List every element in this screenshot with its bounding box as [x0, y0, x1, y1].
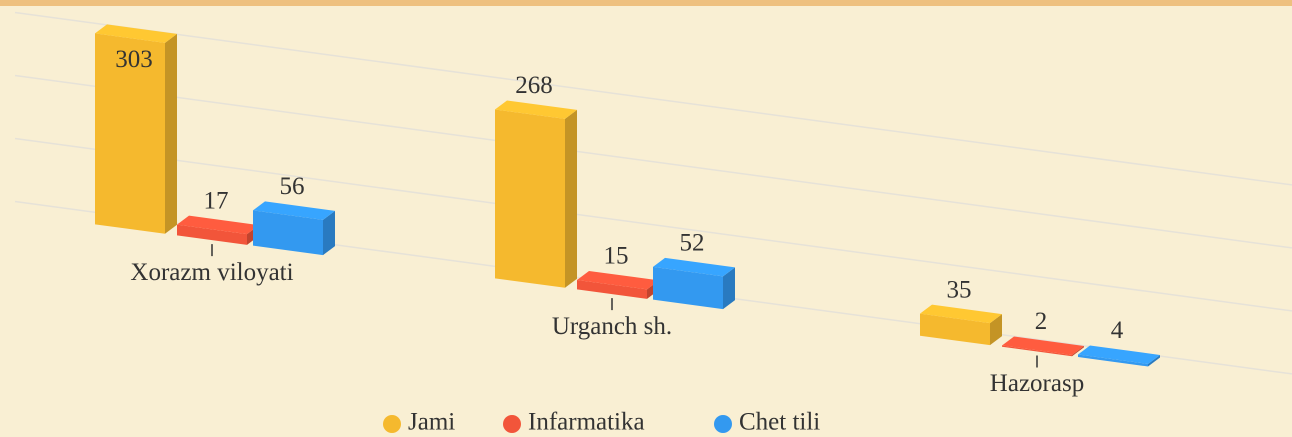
bar: [253, 201, 335, 256]
category-label: Hazorasp: [990, 370, 1084, 397]
legend-label: Chet tili: [739, 409, 820, 436]
value-label: 4: [1111, 317, 1124, 344]
grid-line: [14, 74, 1292, 249]
bar: [495, 100, 577, 288]
bar-face: [1148, 354, 1160, 367]
bar-face: [95, 24, 177, 43]
bar-face: [1078, 354, 1148, 367]
bar-face: [565, 109, 577, 288]
bar-face: [495, 100, 577, 119]
bar-face: [95, 33, 165, 234]
value-label: 17: [204, 187, 229, 214]
legend-label: Jami: [408, 409, 455, 436]
bar-face: [253, 201, 335, 220]
bar-face: [253, 210, 323, 256]
bar-face: [323, 210, 335, 256]
value-label: 303: [115, 46, 153, 73]
value-label: 52: [680, 230, 705, 257]
bar-face: [1002, 345, 1072, 357]
category-label: Xorazm viloyati: [130, 259, 293, 286]
grid-line: [14, 137, 1292, 312]
bar-face: [723, 267, 735, 310]
bar-face: [653, 257, 735, 277]
legend-marker: [503, 415, 521, 433]
bar-face: [1072, 345, 1084, 357]
bar: [1002, 336, 1084, 357]
bar-face: [577, 279, 647, 299]
top-band: [0, 0, 1292, 6]
category-label: Urganch sh.: [552, 313, 672, 340]
bar: [653, 257, 735, 310]
bar-face: [1002, 336, 1084, 355]
bar: [920, 304, 1002, 346]
bar: [1078, 345, 1160, 367]
value-label: 2: [1035, 308, 1048, 335]
bar: [95, 24, 177, 234]
bar-face: [577, 270, 659, 290]
legend-label: Infarmatika: [528, 409, 645, 436]
bar-face: [920, 313, 990, 346]
bar-face: [177, 215, 259, 235]
bar-face: [177, 224, 247, 245]
value-label: 268: [515, 72, 553, 99]
bar-face: [495, 109, 565, 288]
grid-line: [14, 11, 1292, 186]
bar-face: [1078, 345, 1160, 364]
bar-face: [653, 266, 723, 310]
value-label: 15: [604, 243, 629, 270]
legend-marker: [714, 415, 732, 433]
bar-face: [990, 314, 1002, 346]
bar-face: [165, 33, 177, 234]
bar-face: [920, 304, 1002, 324]
legend-marker: [383, 415, 401, 433]
value-label: 35: [947, 276, 972, 303]
value-label: 56: [280, 173, 305, 200]
